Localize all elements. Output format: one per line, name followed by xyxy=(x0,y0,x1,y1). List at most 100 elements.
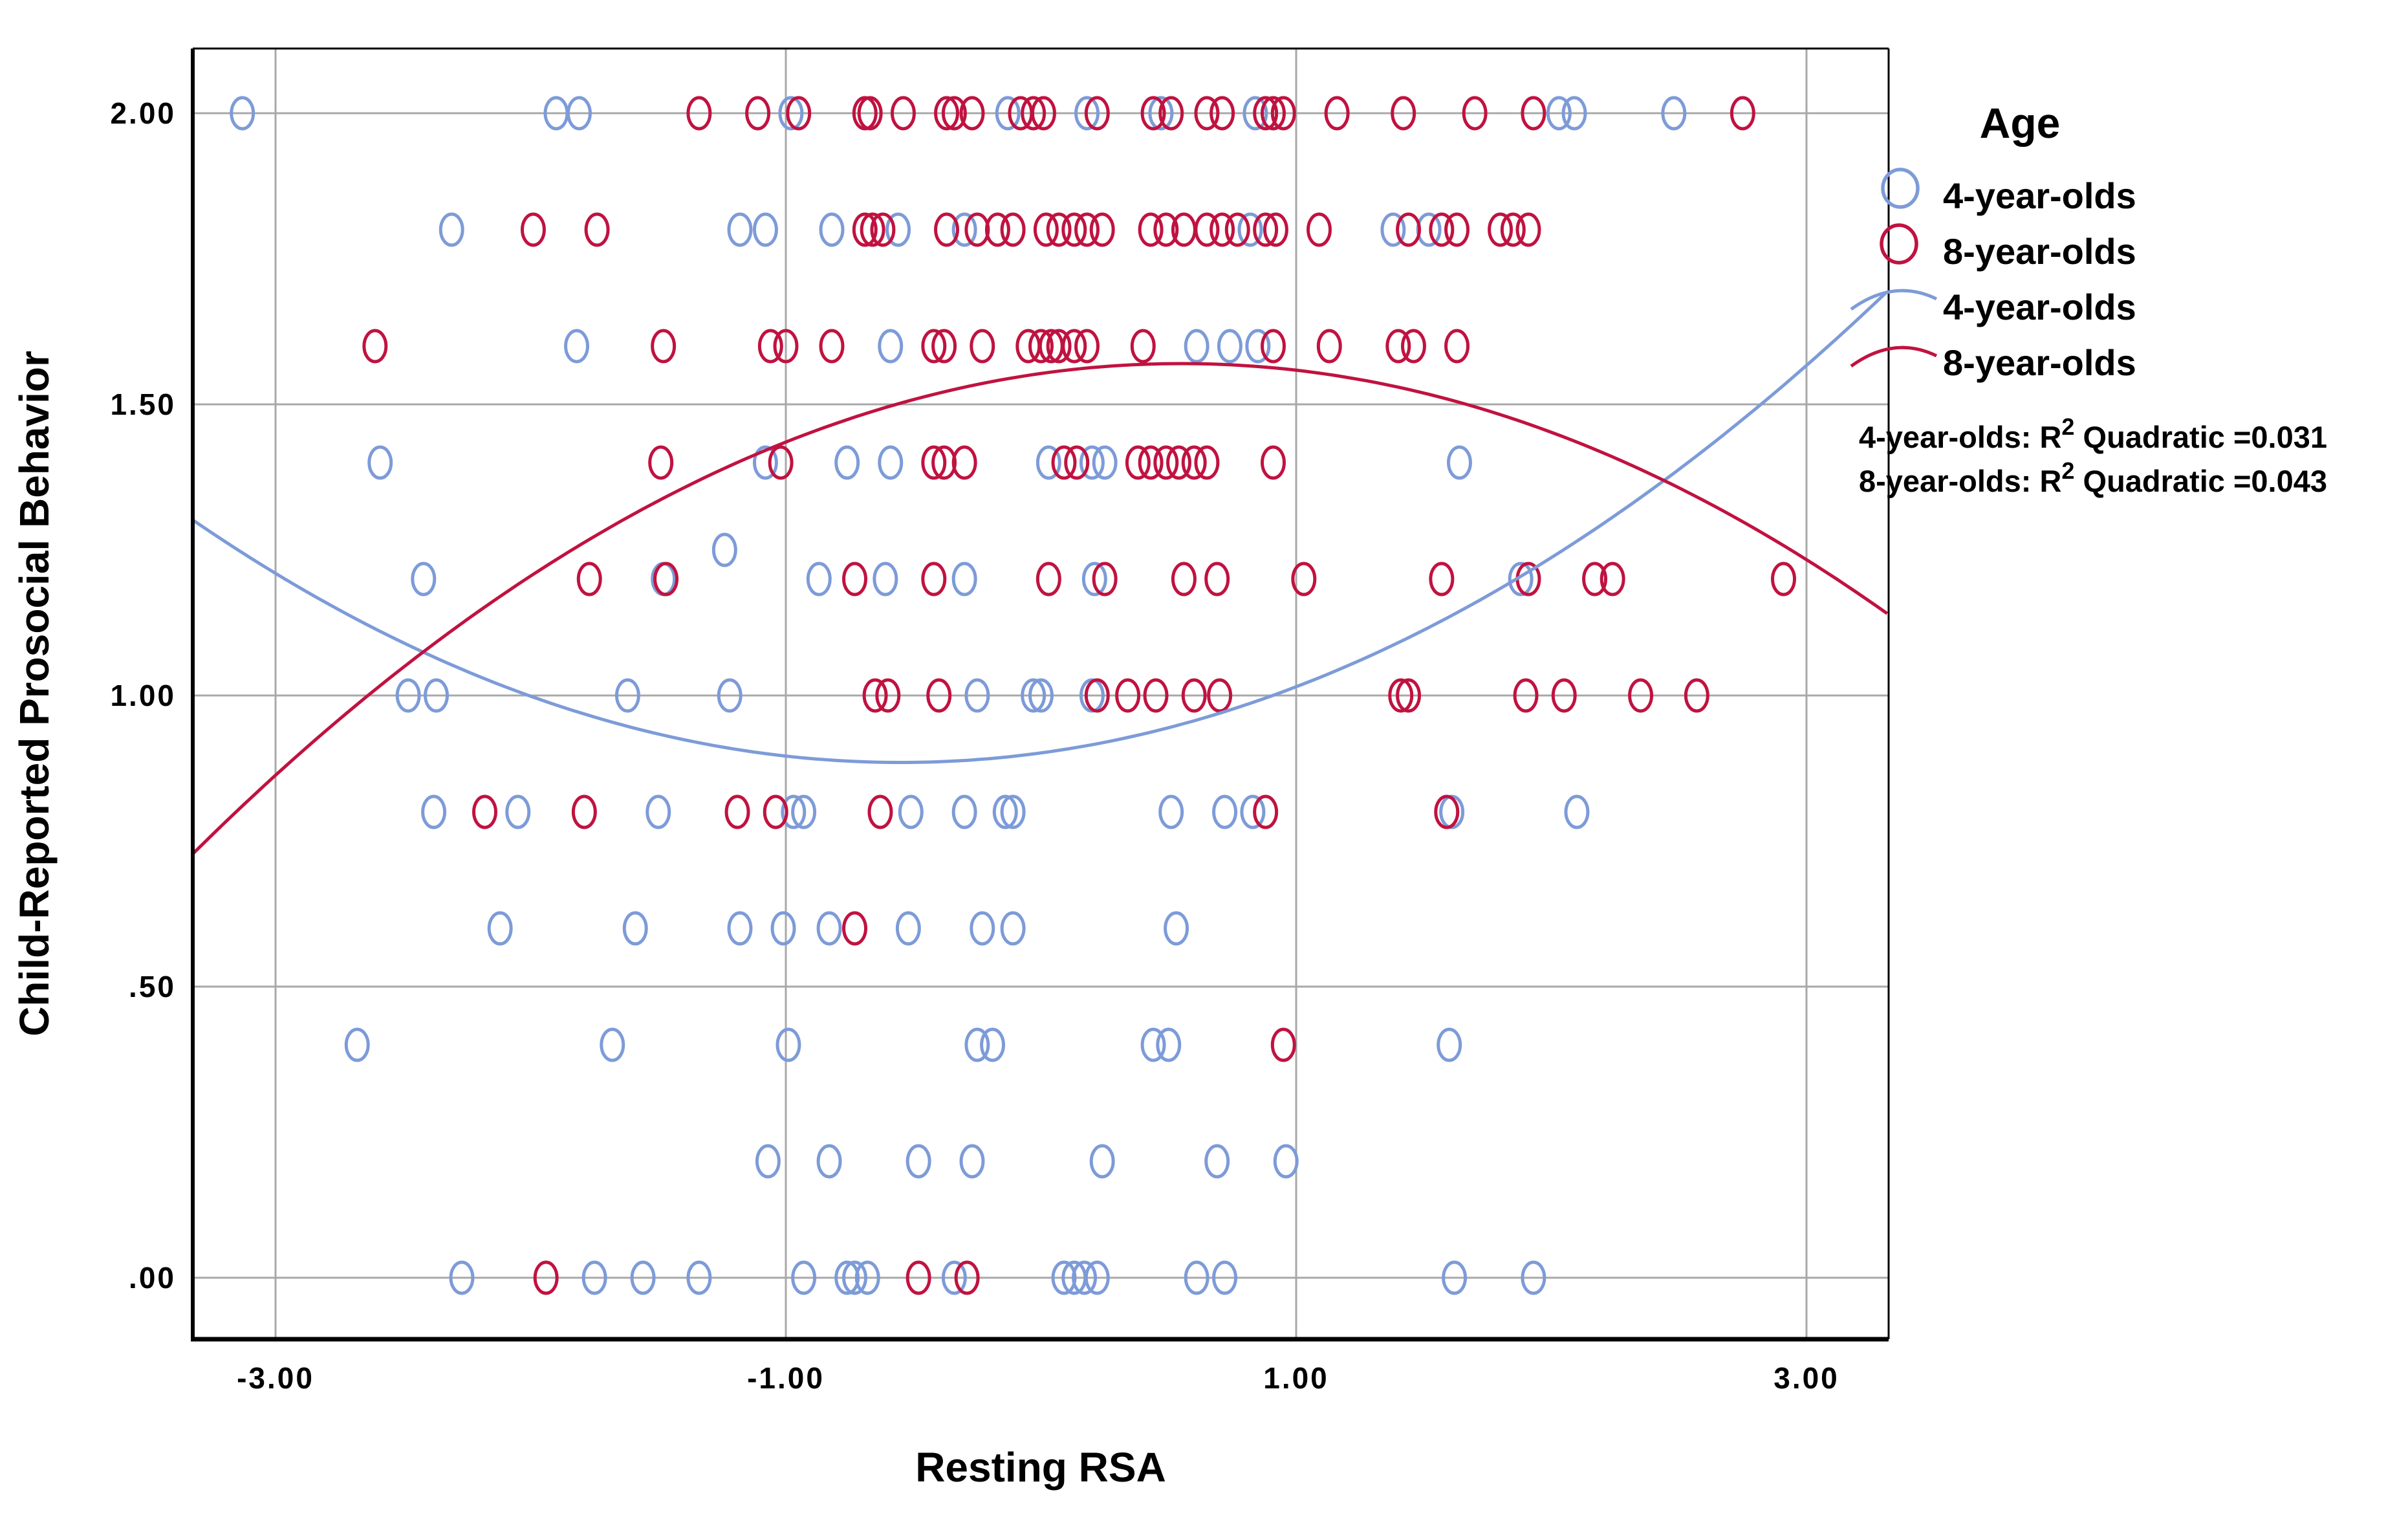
data-point-8-year-olds xyxy=(533,1260,559,1295)
data-point-4-year-olds xyxy=(951,212,977,247)
data-point-4-year-olds xyxy=(1164,911,1189,946)
data-point-8-year-olds xyxy=(472,794,497,829)
data-point-8-year-olds xyxy=(1000,212,1026,247)
data-point-8-year-olds xyxy=(1291,562,1317,596)
data-point-8-year-olds xyxy=(1396,678,1422,713)
data-point-4-year-olds xyxy=(1072,1260,1098,1295)
data-point-4-year-olds xyxy=(711,532,737,567)
data-point-4-year-olds xyxy=(752,445,778,480)
data-point-8-year-olds xyxy=(906,1260,931,1295)
data-point-8-year-olds xyxy=(1513,678,1539,713)
data-point-8-year-olds xyxy=(921,445,947,480)
legend-marker-4-year-olds-label: 4-year-olds xyxy=(1943,175,2136,216)
data-point-4-year-olds xyxy=(951,794,977,829)
data-point-8-year-olds xyxy=(1084,678,1110,713)
legend-marker-8-year-olds-icon xyxy=(1880,223,1918,265)
data-point-8-year-olds xyxy=(1316,329,1342,364)
data-point-8-year-olds xyxy=(842,911,868,946)
legend-marker-4-year-olds-icon xyxy=(1881,168,1920,209)
data-point-4-year-olds xyxy=(1437,1027,1462,1062)
data-point-4-year-olds xyxy=(717,678,743,713)
data-point-4-year-olds xyxy=(873,562,898,596)
data-point-8-year-olds xyxy=(1388,678,1414,713)
data-point-8-year-olds xyxy=(1194,445,1220,480)
data-point-8-year-olds xyxy=(1138,212,1164,247)
data-point-8-year-olds xyxy=(862,678,888,713)
data-point-8-year-olds xyxy=(1140,96,1166,131)
data-point-8-year-olds xyxy=(964,212,990,247)
data-point-8-year-olds xyxy=(1153,212,1179,247)
data-point-8-year-olds xyxy=(1204,562,1230,596)
data-point-8-year-olds xyxy=(890,96,916,131)
data-point-4-year-olds xyxy=(1036,445,1061,480)
data-point-8-year-olds xyxy=(870,212,896,247)
data-point-4-year-olds xyxy=(816,911,842,946)
data-point-8-year-olds xyxy=(1021,96,1047,131)
data-point-8-year-olds xyxy=(1171,562,1197,596)
data-point-8-year-olds xyxy=(686,96,712,131)
data-point-4-year-olds xyxy=(1148,96,1174,131)
data-point-4-year-olds xyxy=(878,445,904,480)
data-point-4-year-olds xyxy=(487,911,513,946)
legend: Age 4-year-olds 8-year-olds 4-year-olds … xyxy=(1850,99,2327,498)
data-point-8-year-olds xyxy=(921,562,947,596)
data-point-8-year-olds xyxy=(1582,562,1608,596)
data-point-4-year-olds xyxy=(1416,212,1442,247)
data-point-4-year-olds xyxy=(449,1260,475,1295)
data-point-4-year-olds xyxy=(686,1260,712,1295)
data-point-8-year-olds xyxy=(1181,678,1207,713)
data-point-8-year-olds xyxy=(934,96,960,131)
data-point-8-year-olds xyxy=(1074,329,1100,364)
data-point-4-year-olds xyxy=(727,212,753,247)
data-point-8-year-olds xyxy=(763,794,788,829)
data-point-4-year-olds xyxy=(411,562,437,596)
data-point-8-year-olds xyxy=(1444,212,1470,247)
r2-line-8-prefix: 8-year-olds: R xyxy=(1859,464,2061,498)
legend-line-4-year-olds-icon xyxy=(1850,289,1938,311)
data-point-8-year-olds xyxy=(1030,96,1056,131)
data-point-8-year-olds xyxy=(786,96,812,131)
data-point-8-year-olds xyxy=(651,329,677,364)
data-point-4-year-olds xyxy=(1156,1027,1182,1062)
r2-line-4-suffix: Quadratic =0.031 xyxy=(2074,420,2327,454)
data-point-4-year-olds xyxy=(1184,329,1209,364)
data-point-8-year-olds xyxy=(1270,1027,1296,1062)
data-point-8-year-olds xyxy=(1260,445,1286,480)
data-point-4-year-olds xyxy=(941,1260,967,1295)
data-point-4-year-olds xyxy=(1242,96,1268,131)
data-point-8-year-olds xyxy=(1551,678,1577,713)
data-point-4-year-olds xyxy=(395,678,421,713)
data-point-8-year-olds xyxy=(1600,562,1625,596)
fit-curves xyxy=(191,290,1889,855)
data-point-8-year-olds xyxy=(571,794,597,829)
data-point-8-year-olds xyxy=(1209,96,1235,131)
data-point-8-year-olds xyxy=(1253,794,1279,829)
data-point-4-year-olds xyxy=(898,794,924,829)
data-point-4-year-olds xyxy=(727,911,753,946)
data-point-4-year-olds xyxy=(995,96,1021,131)
data-point-8-year-olds xyxy=(921,329,947,364)
data-point-4-year-olds xyxy=(1273,1144,1299,1179)
data-point-4-year-olds xyxy=(1240,794,1266,829)
x-tick-labels: -3.00 -1.00 1.00 3.00 xyxy=(237,1361,1838,1395)
data-point-4-year-olds xyxy=(645,794,671,829)
r2-line-8-sup: 2 xyxy=(2061,457,2074,484)
data-point-8-year-olds xyxy=(1125,445,1151,480)
data-point-8-year-olds xyxy=(1153,445,1179,480)
data-point-4-year-olds xyxy=(778,96,804,131)
data-point-4-year-olds xyxy=(622,911,648,946)
data-point-8-year-olds xyxy=(1036,562,1061,596)
data-point-4-year-olds xyxy=(1000,794,1026,829)
data-point-4-year-olds xyxy=(1521,1260,1546,1295)
data-point-8-year-olds xyxy=(1730,96,1755,131)
data-point-8-year-olds xyxy=(926,678,952,713)
data-point-8-year-olds xyxy=(1260,329,1286,364)
data-point-4-year-olds xyxy=(1508,562,1534,596)
r2-line-4-sup: 2 xyxy=(2061,413,2074,440)
data-point-8-year-olds xyxy=(1084,96,1110,131)
data-point-8-year-olds xyxy=(1028,329,1054,364)
data-point-8-year-olds xyxy=(1061,329,1087,364)
data-point-4-year-olds xyxy=(791,794,817,829)
